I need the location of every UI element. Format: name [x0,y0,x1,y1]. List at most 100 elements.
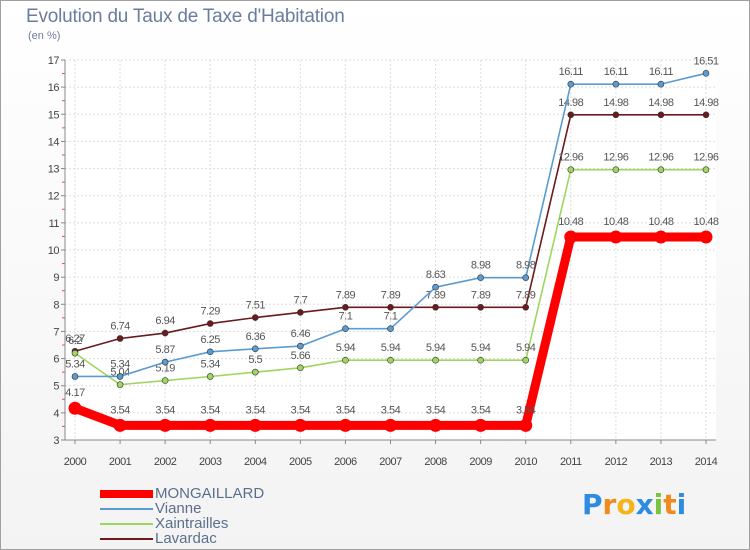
data-point-lavardac [342,303,349,311]
data-label-vianne: 8.63 [426,269,446,281]
data-label-vianne: 16.11 [604,66,629,78]
x-tick-label: 2002 [154,456,177,468]
data-point-xaintrailles [432,356,439,364]
data-point-mongaillard [384,418,397,432]
data-point-lavardac [251,314,259,321]
data-point-xaintrailles [206,373,214,380]
data-point-xaintrailles [522,356,530,364]
data-label-xaintrailles: 12.96 [558,152,583,164]
data-label-xaintrailles: 5.94 [336,342,356,354]
data-point-vianne [71,373,79,380]
y-tick-label: 3 [53,435,59,447]
data-label-lavardac: 7.89 [336,289,356,301]
data-label-vianne: 7.1 [384,311,398,323]
data-point-lavardac [387,303,394,311]
data-point-mongaillard [429,418,443,432]
legend-label-lavardac: Lavardac [155,530,217,547]
data-label-lavardac: 14.98 [648,97,673,109]
data-label-lavardac: 14.98 [693,97,718,109]
data-point-vianne [116,373,124,380]
data-point-mongaillard [68,401,82,415]
data-label-mongaillard: 3.54 [155,404,175,416]
legend-label-mongaillard: MONGAILLARD [155,485,265,502]
data-point-lavardac [567,111,575,119]
data-point-mongaillard [654,230,668,244]
data-label-lavardac: 7.7 [293,294,307,306]
x-tick-label: 2003 [199,456,222,468]
x-tick-label: 2005 [289,456,312,468]
data-label-vianne: 5.34 [110,358,130,370]
y-tick-label: 7 [53,326,59,338]
data-label-xaintrailles: 12.96 [693,152,718,164]
y-tick-label: 17 [48,55,60,67]
data-point-vianne [432,283,439,291]
data-label-vianne: 6.25 [201,334,221,346]
data-point-vianne [657,80,665,88]
data-point-vianne [477,274,484,281]
data-label-xaintrailles: 5.66 [291,350,311,362]
data-point-mongaillard [564,230,578,244]
legend-swatch-xaintrailles [100,522,153,525]
data-point-lavardac [477,303,484,311]
data-point-vianne [522,274,530,281]
data-label-lavardac: 7.51 [246,300,266,312]
data-point-vianne [567,80,575,88]
data-point-vianne [387,325,394,333]
y-tick-label: 11 [49,218,60,230]
data-label-xaintrailles: 5.94 [471,342,491,354]
legend-swatch-mongaillard [100,489,153,498]
data-point-lavardac [522,303,530,311]
data-point-mongaillard [474,418,488,432]
y-tick-label: 8 [53,299,59,311]
data-label-xaintrailles: 5.5 [248,354,262,366]
y-tick-label: 5 [53,381,59,393]
y-tick-label: 14 [48,136,60,148]
data-point-lavardac [161,329,169,337]
data-point-vianne [342,325,349,333]
data-point-vianne [161,358,169,366]
data-label-mongaillard: 10.48 [603,216,628,228]
data-label-vianne: 7.1 [339,311,353,323]
data-label-lavardac: 14.98 [603,97,628,109]
legend-swatch-lavardac [100,537,153,540]
data-point-lavardac [657,111,665,119]
data-point-xaintrailles [612,166,620,173]
data-label-vianne: 8.98 [471,260,491,272]
data-point-mongaillard [248,418,262,432]
logo-letter: o [616,488,636,521]
data-label-vianne: 16.11 [559,66,584,78]
data-point-lavardac [432,303,439,311]
x-tick-label: 2012 [605,456,628,468]
data-label-mongaillard: 10.48 [648,216,673,228]
data-label-xaintrailles: 12.96 [603,152,628,164]
data-label-xaintrailles: 5.19 [155,363,175,375]
data-point-lavardac [612,111,620,119]
data-point-xaintrailles [161,377,169,384]
data-point-vianne [612,80,620,88]
data-label-mongaillard: 10.48 [693,216,718,228]
data-label-mongaillard: 3.54 [201,404,221,416]
data-label-lavardac: 6.27 [65,333,85,345]
data-label-xaintrailles: 5.94 [426,342,446,354]
data-point-mongaillard [519,418,533,432]
data-label-mongaillard: 3.54 [381,404,401,416]
logo-letter: i [676,488,687,521]
data-label-vianne: 16.11 [649,66,674,78]
y-tick-label: 12 [48,191,60,203]
data-label-xaintrailles: 12.96 [648,152,673,164]
data-label-mongaillard: 3.54 [426,404,446,416]
x-tick-label: 2010 [514,456,537,468]
logo-letter: i [653,488,664,521]
data-point-mongaillard [203,418,217,432]
data-point-mongaillard [338,418,352,432]
y-unit-label: (en %) [28,30,61,42]
data-label-mongaillard: 3.54 [336,404,356,416]
x-tick-label: 2013 [650,456,673,468]
data-label-lavardac: 7.89 [426,289,446,301]
chart-title: Evolution du Taux de Taxe d'Habitation [26,6,345,27]
data-label-lavardac: 7.29 [201,306,221,318]
x-tick-label: 2000 [64,456,87,468]
data-label-lavardac: 14.98 [558,97,583,109]
data-point-mongaillard [699,230,713,244]
logo-letter: x [635,488,654,521]
